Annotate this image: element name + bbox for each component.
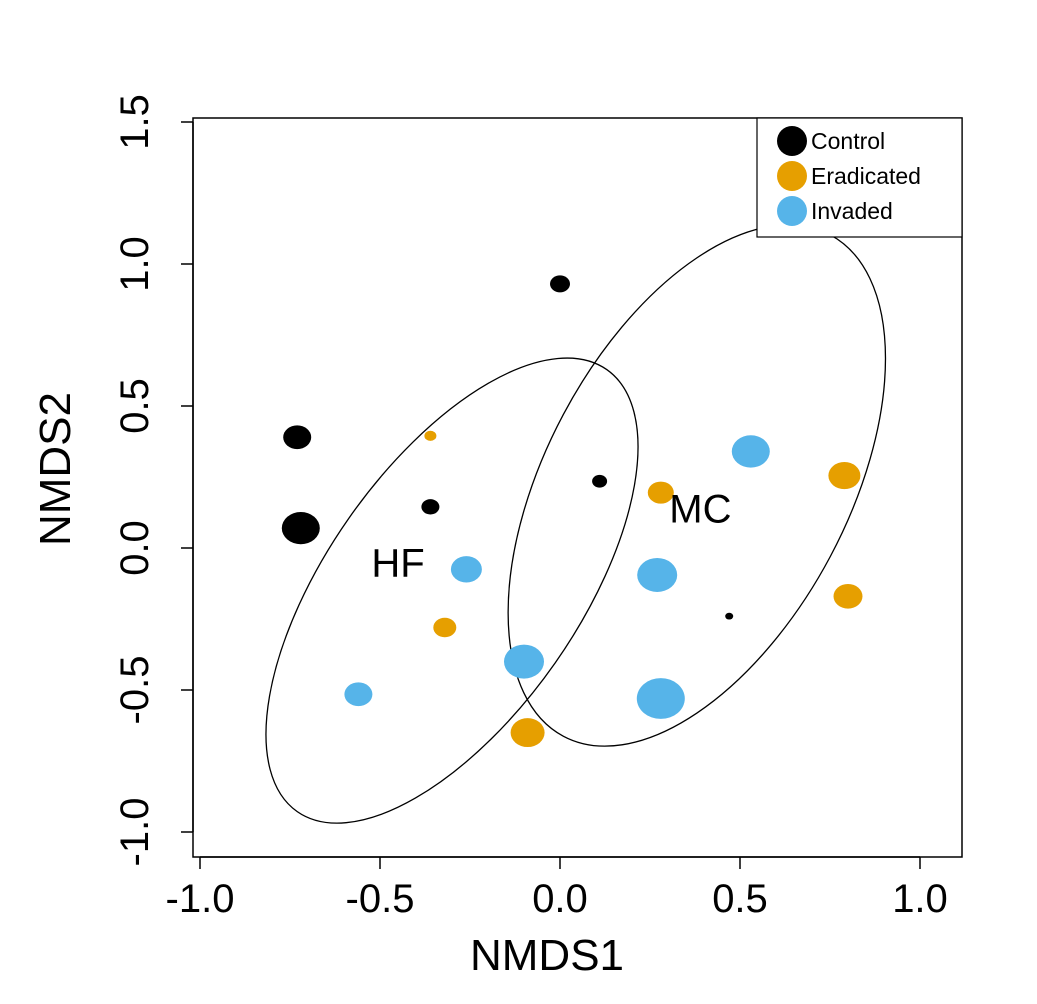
legend-label-eradicated: Eradicated bbox=[811, 163, 921, 189]
point-control bbox=[592, 474, 608, 488]
group-labels-layer: HF MC bbox=[371, 487, 731, 585]
y-axis-label: NMDS2 bbox=[31, 392, 80, 546]
point-invaded bbox=[450, 556, 482, 583]
y-tick-label: 0.0 bbox=[113, 520, 157, 576]
x-tick-label: -1.0 bbox=[166, 877, 235, 921]
legend-marker-control bbox=[777, 126, 807, 156]
point-invaded bbox=[344, 682, 373, 707]
x-tick-label: -0.5 bbox=[346, 877, 415, 921]
point-invaded bbox=[636, 678, 685, 719]
group-label-hf: HF bbox=[371, 541, 424, 585]
points-layer bbox=[281, 275, 863, 748]
x-axis-label: NMDS1 bbox=[470, 931, 624, 980]
y-tick-label: 0.5 bbox=[113, 378, 157, 434]
point-eradicated bbox=[828, 461, 861, 490]
point-control bbox=[283, 425, 312, 450]
y-tick-label: -1.0 bbox=[113, 798, 157, 867]
point-invaded bbox=[504, 644, 544, 679]
point-eradicated bbox=[833, 583, 863, 609]
point-control bbox=[725, 612, 734, 620]
legend-label-invaded: Invaded bbox=[811, 198, 893, 224]
point-control bbox=[550, 275, 570, 293]
x-tick-label: 0.5 bbox=[712, 877, 768, 921]
legend-marker-eradicated bbox=[777, 161, 807, 191]
point-control bbox=[421, 499, 440, 515]
group-label-mc: MC bbox=[669, 487, 731, 531]
x-axis: -1.0 -0.5 0.0 0.5 1.0 bbox=[166, 856, 948, 921]
point-eradicated bbox=[510, 718, 545, 748]
x-tick-label: 0.0 bbox=[532, 877, 588, 921]
point-eradicated bbox=[647, 481, 674, 504]
y-tick-label: 1.5 bbox=[113, 94, 157, 150]
legend-label-control: Control bbox=[811, 128, 885, 154]
ellipse-mc bbox=[507, 224, 887, 747]
point-invaded bbox=[637, 557, 678, 592]
y-tick-label: 1.0 bbox=[113, 236, 157, 292]
ellipse-hf bbox=[265, 357, 639, 824]
y-axis: -1.0 -0.5 0.0 0.5 1.0 1.5 bbox=[113, 94, 194, 867]
point-eradicated bbox=[433, 617, 457, 638]
point-control bbox=[281, 511, 320, 545]
x-tick-label: 1.0 bbox=[892, 877, 948, 921]
point-invaded bbox=[731, 435, 770, 468]
legend-marker-invaded bbox=[777, 196, 807, 226]
y-tick-label: -0.5 bbox=[113, 656, 157, 725]
legend: Control Eradicated Invaded bbox=[756, 117, 963, 238]
point-eradicated bbox=[424, 430, 437, 441]
